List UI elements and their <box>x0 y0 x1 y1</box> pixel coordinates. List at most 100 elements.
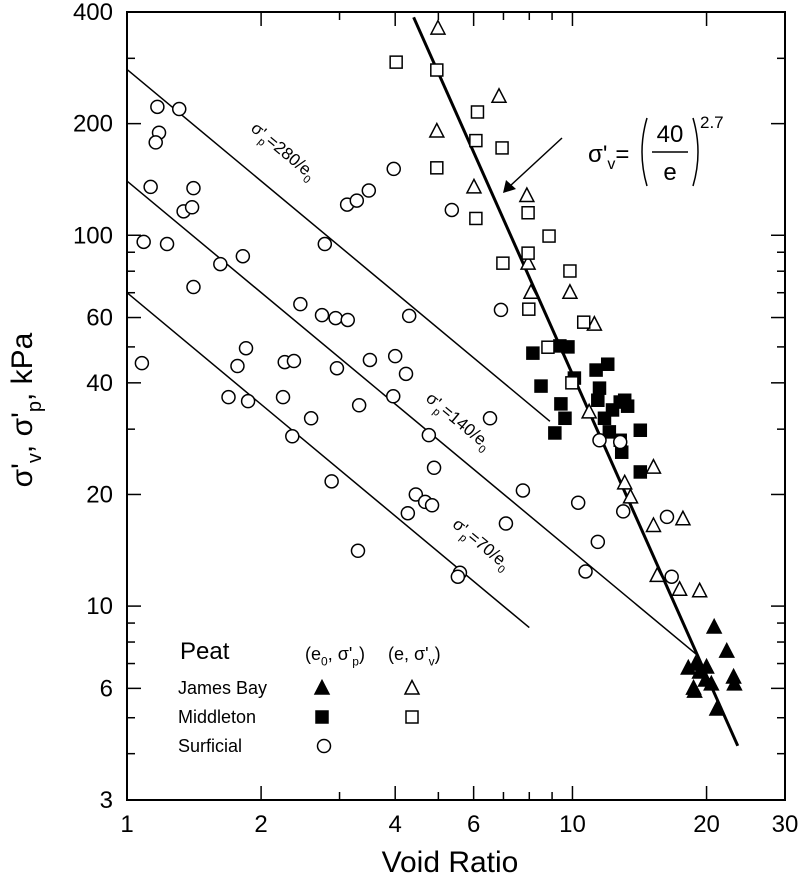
data-point <box>314 307 330 323</box>
data-point <box>430 161 444 175</box>
data-point <box>565 376 579 390</box>
data-point <box>496 256 510 270</box>
text-part: v <box>607 156 615 173</box>
data-point <box>184 199 200 215</box>
y-tick-label: 400 <box>73 0 113 26</box>
legend-label: Surficial <box>178 736 242 756</box>
text-part: v <box>24 453 46 463</box>
data-point <box>148 135 163 150</box>
data-point <box>718 642 735 658</box>
data-point <box>542 229 556 243</box>
legend-marker <box>405 710 419 724</box>
data-point <box>708 699 726 716</box>
data-point <box>519 254 537 270</box>
data-point <box>408 487 424 502</box>
data-point <box>686 681 703 698</box>
data-point <box>221 389 236 405</box>
data-point <box>645 516 662 533</box>
data-point <box>450 569 466 584</box>
data-point <box>469 211 483 226</box>
data-point <box>705 617 723 634</box>
text-part: (e, σ' <box>388 644 429 664</box>
data-point <box>521 206 535 220</box>
data-point <box>664 569 679 584</box>
data-point <box>285 429 300 444</box>
data-point <box>589 363 603 377</box>
data-point <box>171 101 187 117</box>
x-tick-label: 10 <box>559 811 586 838</box>
data-point <box>340 312 355 328</box>
y-tick-label: 6 <box>100 675 113 702</box>
data-point <box>592 381 607 395</box>
data-point <box>522 283 540 299</box>
data-point <box>615 504 631 519</box>
data-point <box>293 296 308 312</box>
data-point <box>691 581 708 598</box>
x-tick-label: 6 <box>467 811 480 838</box>
data-point <box>159 236 175 252</box>
data-point <box>361 183 377 198</box>
data-point <box>570 495 586 510</box>
data-point <box>426 460 442 476</box>
y-tick-label: 100 <box>73 222 113 249</box>
data-point <box>633 465 648 479</box>
data-point <box>622 487 639 504</box>
y-tick-label: 200 <box>73 111 113 138</box>
data-point <box>362 352 378 368</box>
legend-marker <box>315 710 329 724</box>
data-point <box>671 580 688 597</box>
equation-numerator: 40 <box>657 121 684 148</box>
paren-left <box>641 117 648 187</box>
data-point <box>726 674 743 691</box>
equation-exponent: 2.7 <box>700 113 724 132</box>
data-point <box>521 246 535 260</box>
data-point <box>612 434 628 450</box>
data-point <box>515 483 531 498</box>
data-point <box>674 509 692 526</box>
data-point <box>429 18 447 35</box>
text-part: =140/e <box>438 401 491 449</box>
data-point <box>421 427 437 443</box>
text-part: v <box>429 654 435 668</box>
data-point <box>386 161 401 177</box>
data-point <box>482 411 498 426</box>
data-point <box>490 87 508 104</box>
arrow-head <box>503 180 516 193</box>
equation-lhs: σ'v= <box>588 141 629 173</box>
x-tick-label: 2 <box>254 811 267 838</box>
x-axis-label: Void Ratio <box>382 846 519 879</box>
data-point <box>385 389 401 404</box>
data-point <box>522 302 536 316</box>
text-part: , σ' <box>6 412 39 453</box>
data-point <box>493 302 509 318</box>
data-point <box>576 315 591 329</box>
text-part: p <box>24 401 46 412</box>
legend-marker <box>316 738 332 754</box>
legend-label: Middleton <box>178 707 256 727</box>
data-point <box>238 340 254 356</box>
y-tick-label: 10 <box>86 593 113 620</box>
data-point <box>430 63 444 77</box>
y-tick-label: 3 <box>100 787 113 814</box>
data-point <box>495 141 509 155</box>
data-point <box>633 423 648 437</box>
data-point <box>548 426 562 440</box>
data-point <box>317 236 333 252</box>
text-part: = <box>615 141 629 168</box>
data-point <box>398 366 414 382</box>
data-point <box>324 474 339 489</box>
data-point <box>563 264 577 278</box>
text-part: ) <box>435 644 441 664</box>
plot-frame <box>126 11 786 801</box>
y-tick-label: 40 <box>86 370 113 397</box>
text-part: =280/e <box>263 131 315 179</box>
data-point <box>186 180 201 196</box>
data-point <box>586 314 603 331</box>
data-point <box>424 498 440 513</box>
y-axis-label: σ'v, σ'p, kPa <box>6 332 46 487</box>
data-point <box>275 389 291 405</box>
legend-heading: (e, σ'v) <box>388 644 441 668</box>
data-point <box>351 398 367 413</box>
data-point <box>235 248 251 264</box>
data-point <box>470 105 485 119</box>
